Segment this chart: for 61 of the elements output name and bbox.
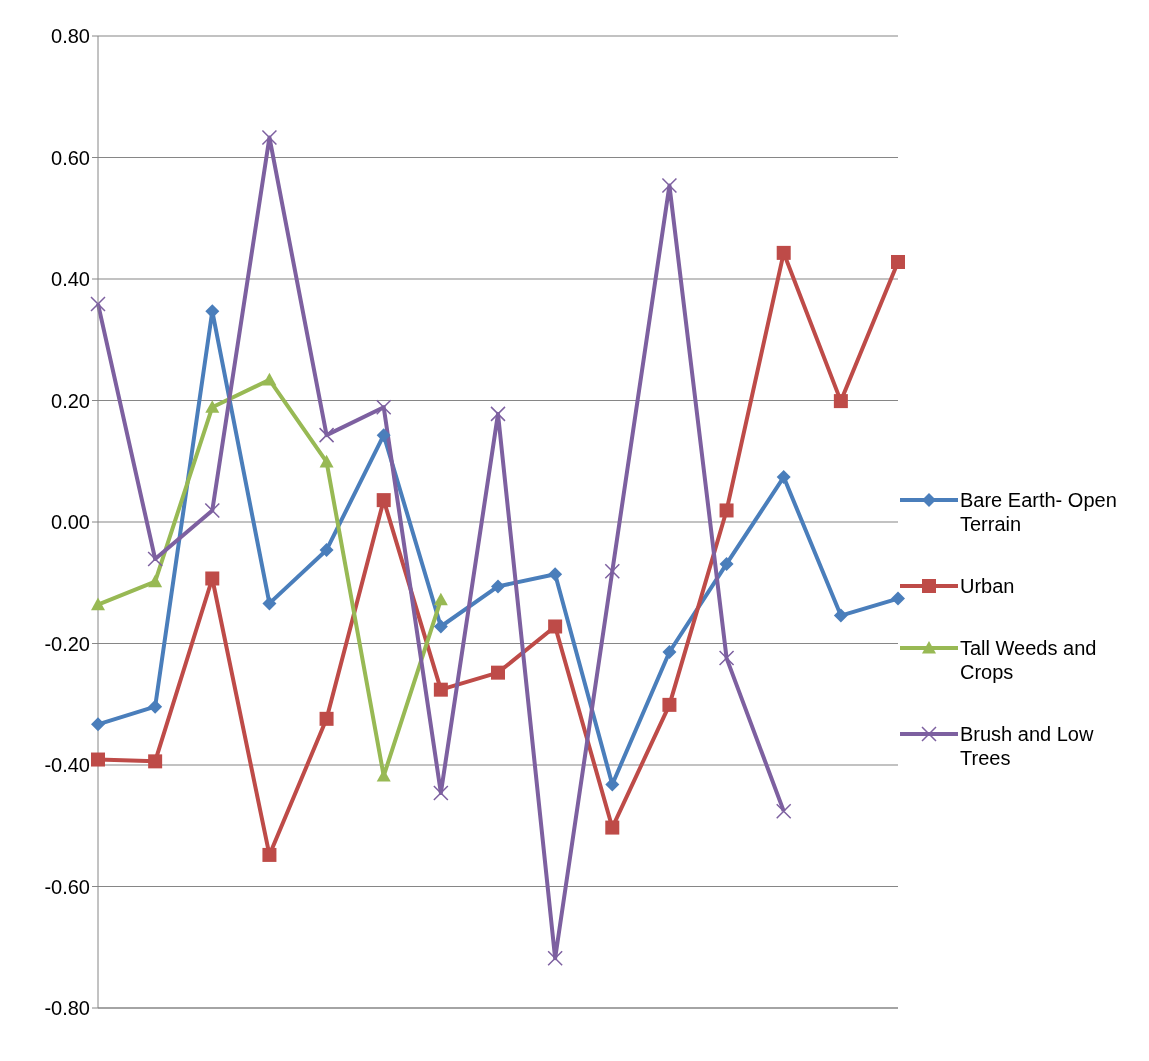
point xyxy=(91,752,105,767)
point xyxy=(319,711,334,726)
point xyxy=(262,372,277,386)
point xyxy=(718,650,735,666)
point xyxy=(261,129,278,146)
point xyxy=(147,551,163,567)
point xyxy=(604,563,621,579)
y-tick-label: 0.60 xyxy=(51,146,90,169)
point xyxy=(662,697,677,712)
point xyxy=(891,254,905,269)
legend-label: Tall Weeds and Crops xyxy=(960,636,1098,684)
point xyxy=(776,470,791,485)
y-tick-label: 0.40 xyxy=(51,268,90,291)
point xyxy=(318,427,335,443)
y-tick-label: -0.80 xyxy=(44,997,90,1020)
point xyxy=(376,428,391,443)
y-tick-label: -0.60 xyxy=(44,875,90,898)
point xyxy=(661,177,678,194)
legend-label: Urban xyxy=(960,574,1015,598)
point xyxy=(433,592,448,606)
point xyxy=(319,454,334,468)
point xyxy=(547,950,563,966)
y-tick-label: 0.00 xyxy=(51,511,90,534)
y-tick-label: 0.80 xyxy=(51,25,90,48)
y-tick-label: -0.40 xyxy=(44,754,90,777)
point xyxy=(319,542,334,557)
point xyxy=(148,754,163,769)
point xyxy=(148,699,163,714)
point xyxy=(605,777,620,792)
point xyxy=(891,591,905,606)
point xyxy=(833,394,848,409)
point xyxy=(262,847,277,862)
point xyxy=(204,502,221,519)
point xyxy=(776,245,791,260)
legend-label: Brush and Low Trees xyxy=(960,722,1095,770)
point xyxy=(719,503,734,518)
point xyxy=(205,400,220,413)
point xyxy=(376,493,391,508)
legend-label: Bare Earth- Open Terrain xyxy=(960,488,1118,536)
point xyxy=(90,296,106,312)
point xyxy=(719,556,734,571)
point xyxy=(433,619,448,634)
point xyxy=(91,717,105,732)
point xyxy=(662,645,677,660)
point xyxy=(262,596,277,611)
point xyxy=(433,682,448,697)
y-tick-label: 0.20 xyxy=(51,389,90,412)
point xyxy=(91,597,105,611)
point xyxy=(490,406,506,422)
point xyxy=(433,785,449,801)
point xyxy=(375,399,392,415)
point xyxy=(205,571,220,586)
point xyxy=(491,579,505,594)
point xyxy=(548,567,563,582)
point xyxy=(775,803,792,819)
point xyxy=(833,608,848,623)
point xyxy=(491,665,505,680)
point xyxy=(605,820,620,835)
point xyxy=(548,619,563,634)
y-tick-label: -0.20 xyxy=(44,632,90,655)
point xyxy=(148,574,163,588)
